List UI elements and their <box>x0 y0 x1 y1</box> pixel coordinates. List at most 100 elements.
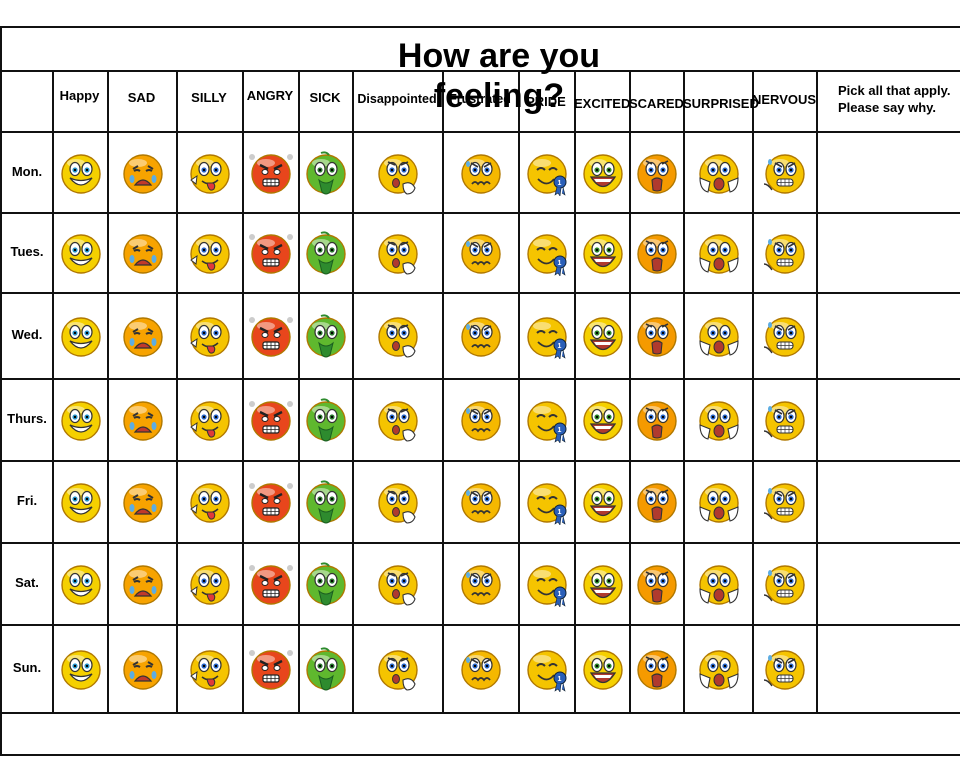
silly-face-icon[interactable] <box>187 230 233 276</box>
crying-face-icon[interactable] <box>120 230 166 276</box>
rule-column <box>442 70 444 714</box>
surprised-face-icon[interactable] <box>696 150 742 196</box>
excited-face-icon[interactable] <box>580 150 626 196</box>
scared-face-icon[interactable] <box>634 479 680 525</box>
angry-face-icon[interactable] <box>248 230 294 276</box>
nervous-face-icon[interactable] <box>762 313 808 359</box>
sick-face-icon[interactable] <box>303 479 349 525</box>
frustrated-face-icon[interactable] <box>458 561 504 607</box>
sick-face-icon[interactable] <box>303 313 349 359</box>
sick-face-icon[interactable] <box>303 230 349 276</box>
surprised-face-icon[interactable] <box>696 230 742 276</box>
frustrated-face-icon[interactable] <box>458 150 504 196</box>
silly-face-icon[interactable] <box>187 150 233 196</box>
crying-face-icon[interactable] <box>120 150 166 196</box>
disappointed-face-icon[interactable] <box>375 479 421 525</box>
svg-text:1: 1 <box>558 509 562 516</box>
disappointed-face-icon[interactable] <box>375 397 421 443</box>
happy-face-icon[interactable] <box>58 397 104 443</box>
rule-column <box>574 70 576 714</box>
excited-face-icon[interactable] <box>580 561 626 607</box>
nervous-face-icon[interactable] <box>762 646 808 692</box>
proud-face-with-ribbon-icon[interactable]: 1 <box>524 397 570 443</box>
notes-cell[interactable] <box>818 380 958 460</box>
surprised-face-icon[interactable] <box>696 397 742 443</box>
nervous-face-icon[interactable] <box>762 397 808 443</box>
happy-face-icon[interactable] <box>58 479 104 525</box>
crying-face-icon[interactable] <box>120 313 166 359</box>
angry-face-icon[interactable] <box>248 561 294 607</box>
instructions-line-1: Pick all that apply. <box>838 83 951 98</box>
silly-face-icon[interactable] <box>187 479 233 525</box>
crying-face-icon[interactable] <box>120 397 166 443</box>
happy-face-icon[interactable] <box>58 561 104 607</box>
surprised-face-icon[interactable] <box>696 479 742 525</box>
frustrated-face-icon[interactable] <box>458 397 504 443</box>
scared-face-icon[interactable] <box>634 150 680 196</box>
scared-face-icon[interactable] <box>634 230 680 276</box>
proud-face-with-ribbon-icon[interactable]: 1 <box>524 313 570 359</box>
happy-face-icon[interactable] <box>58 646 104 692</box>
nervous-face-icon[interactable] <box>762 230 808 276</box>
disappointed-face-icon[interactable] <box>375 646 421 692</box>
day-label: Tues. <box>10 244 44 259</box>
proud-face-with-ribbon-icon[interactable]: 1 <box>524 646 570 692</box>
proud-face-with-ribbon-icon[interactable]: 1 <box>524 230 570 276</box>
happy-face-icon[interactable] <box>58 230 104 276</box>
frustrated-face-icon[interactable] <box>458 313 504 359</box>
happy-face-icon[interactable] <box>58 150 104 196</box>
surprised-face-icon[interactable] <box>696 313 742 359</box>
crying-face-icon[interactable] <box>120 561 166 607</box>
column-header-sad: SAD <box>127 90 156 105</box>
nervous-face-icon[interactable] <box>762 479 808 525</box>
rule-column <box>518 70 520 714</box>
excited-face-icon[interactable] <box>580 230 626 276</box>
notes-cell[interactable] <box>818 214 958 292</box>
scared-face-icon[interactable] <box>634 646 680 692</box>
disappointed-face-icon[interactable] <box>375 313 421 359</box>
silly-face-icon[interactable] <box>187 646 233 692</box>
nervous-face-icon[interactable] <box>762 150 808 196</box>
sick-face-icon[interactable] <box>303 397 349 443</box>
notes-cell[interactable] <box>818 133 958 212</box>
proud-face-with-ribbon-icon[interactable]: 1 <box>524 150 570 196</box>
excited-face-icon[interactable] <box>580 479 626 525</box>
disappointed-face-icon[interactable] <box>375 230 421 276</box>
silly-face-icon[interactable] <box>187 313 233 359</box>
angry-face-icon[interactable] <box>248 313 294 359</box>
surprised-face-icon[interactable] <box>696 646 742 692</box>
column-header-scared: SCARED <box>629 96 684 111</box>
silly-face-icon[interactable] <box>187 397 233 443</box>
crying-face-icon[interactable] <box>120 479 166 525</box>
proud-face-with-ribbon-icon[interactable]: 1 <box>524 479 570 525</box>
sick-face-icon[interactable] <box>303 561 349 607</box>
sick-face-icon[interactable] <box>303 150 349 196</box>
frustrated-face-icon[interactable] <box>458 479 504 525</box>
nervous-face-icon[interactable] <box>762 561 808 607</box>
scared-face-icon[interactable] <box>634 313 680 359</box>
notes-cell[interactable] <box>818 294 958 378</box>
notes-cell[interactable] <box>818 626 958 712</box>
silly-face-icon[interactable] <box>187 561 233 607</box>
crying-face-icon[interactable] <box>120 646 166 692</box>
excited-face-icon[interactable] <box>580 313 626 359</box>
surprised-face-icon[interactable] <box>696 561 742 607</box>
instructions-line-2: Please say why. <box>838 100 937 115</box>
angry-face-icon[interactable] <box>248 150 294 196</box>
excited-face-icon[interactable] <box>580 646 626 692</box>
happy-face-icon[interactable] <box>58 313 104 359</box>
angry-face-icon[interactable] <box>248 646 294 692</box>
frustrated-face-icon[interactable] <box>458 646 504 692</box>
angry-face-icon[interactable] <box>248 479 294 525</box>
excited-face-icon[interactable] <box>580 397 626 443</box>
sick-face-icon[interactable] <box>303 646 349 692</box>
proud-face-with-ribbon-icon[interactable]: 1 <box>524 561 570 607</box>
scared-face-icon[interactable] <box>634 397 680 443</box>
notes-cell[interactable] <box>818 462 958 542</box>
notes-cell[interactable] <box>818 544 958 624</box>
disappointed-face-icon[interactable] <box>375 150 421 196</box>
frustrated-face-icon[interactable] <box>458 230 504 276</box>
angry-face-icon[interactable] <box>248 397 294 443</box>
disappointed-face-icon[interactable] <box>375 561 421 607</box>
scared-face-icon[interactable] <box>634 561 680 607</box>
